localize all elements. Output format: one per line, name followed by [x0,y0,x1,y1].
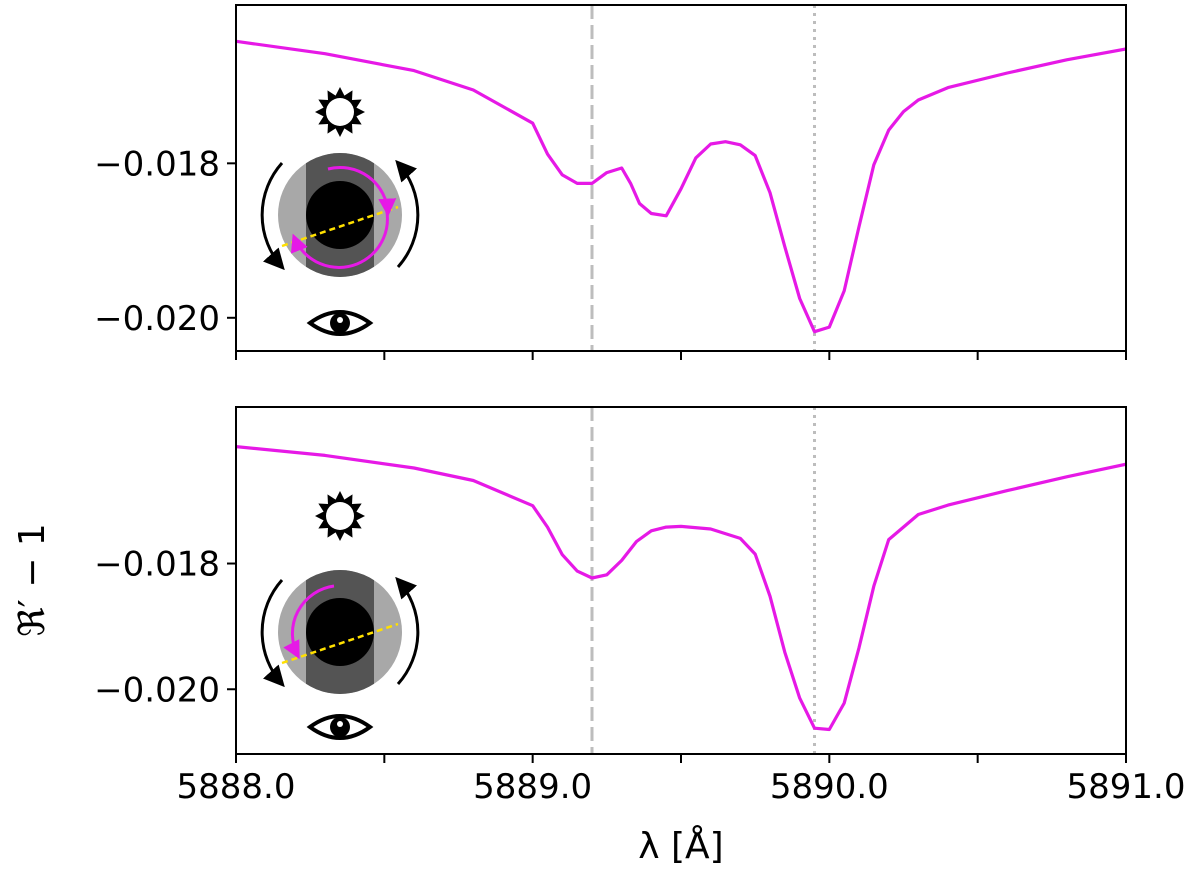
series-line-top [236,39,1126,334]
planet-diagram [260,570,420,694]
sun-icon [315,87,365,137]
y-tick-label: −0.018 [94,144,220,184]
y-ticks-bottom: −0.018 −0.020 [94,545,236,710]
x-ticks-bottom: 5888.0 5889.0 5890.0 5891.0 [177,754,1186,807]
wind-arrow [291,200,389,269]
inset-bottom [260,491,420,740]
wind-arrow [327,165,397,217]
planet-diagram [260,153,420,277]
y-ticks-top: −0.018 −0.020 [94,144,236,339]
x-ticks-top [235,351,1127,360]
rotation-arrow-right [395,576,420,685]
rotation-arrow-left [260,579,285,688]
rotation-arrow-left [260,162,285,271]
light-path [281,622,399,665]
y-tick-label: −0.020 [94,670,220,710]
series-line-bottom [236,445,1126,732]
x-axis-label: λ [Å] [638,824,723,867]
x-tick-label: 5889.0 [473,767,592,807]
x-tick-label: 5888.0 [177,767,296,807]
vlines-top [590,5,816,351]
y-tick-label: −0.020 [94,299,220,339]
rotation-arrow-right [395,159,420,268]
eye-icon [306,310,374,336]
sun-icon [315,491,365,541]
y-axis-label: ℜ′ − 1 [12,523,53,636]
x-tick-label: 5891.0 [1067,767,1186,807]
y-tick-label: −0.018 [94,545,220,585]
inset-top [260,87,420,336]
eye-icon [306,714,374,740]
panel-bottom: 5888.0 5889.0 5890.0 5891.0 −0.018 −0.020 [94,406,1186,807]
panel-top: −0.018 −0.020 [94,4,1127,360]
x-tick-label: 5890.0 [770,767,889,807]
wind-arrow [283,584,335,660]
vlines-bottom [590,407,816,754]
